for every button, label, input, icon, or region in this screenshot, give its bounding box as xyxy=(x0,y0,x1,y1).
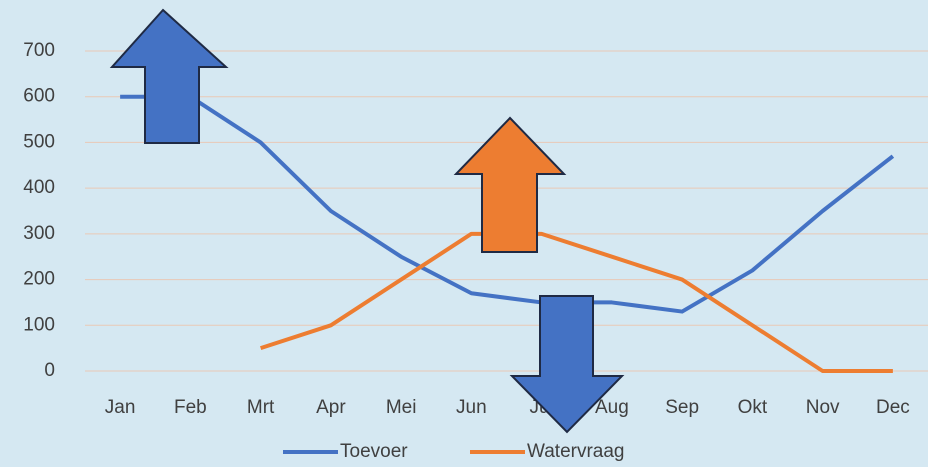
x-tick-label: Feb xyxy=(174,397,207,418)
series-line xyxy=(120,94,895,314)
y-tick-label: 700 xyxy=(23,40,55,61)
y-tick-label: 0 xyxy=(44,360,55,381)
y-tick-label: 300 xyxy=(23,223,55,244)
y-tick-label: 600 xyxy=(23,86,55,107)
x-tick-label: Okt xyxy=(738,397,768,418)
y-tick-label: 400 xyxy=(23,177,55,198)
x-tick-label: Mrt xyxy=(247,397,275,418)
x-tick-label: Dec xyxy=(876,397,910,418)
x-tick-label: Jan xyxy=(105,397,136,418)
down-arrow-blue xyxy=(509,295,625,434)
legend: Toevoer Watervraag xyxy=(283,441,625,462)
up-arrow-orange xyxy=(453,116,567,253)
x-tick-label: Jun xyxy=(456,397,487,418)
legend-label: Watervraag xyxy=(527,441,625,462)
x-tick-label: Nov xyxy=(806,397,840,418)
x-tick-label: Sep xyxy=(665,397,699,418)
arrows xyxy=(109,8,625,434)
legend-label: Toevoer xyxy=(340,441,408,462)
x-tick-label: Aug xyxy=(595,397,629,418)
x-tick-label: Apr xyxy=(316,397,346,418)
y-tick-label: 200 xyxy=(23,269,55,290)
y-tick-label: 100 xyxy=(23,314,55,335)
x-tick-label: Mei xyxy=(386,397,417,418)
up-arrow-blue xyxy=(109,8,229,144)
series-line xyxy=(260,231,893,373)
y-tick-label: 500 xyxy=(23,131,55,152)
